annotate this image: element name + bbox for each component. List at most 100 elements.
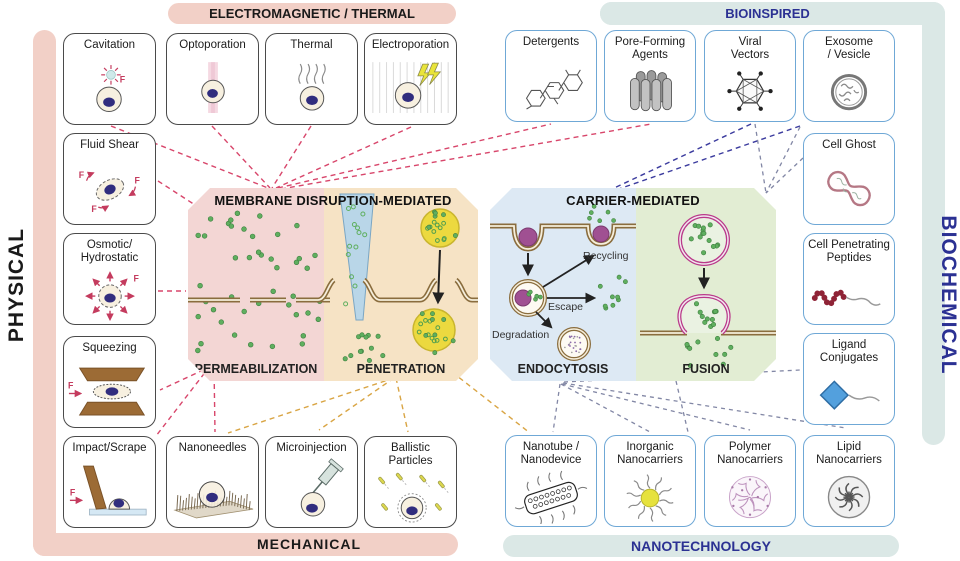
viral-vectors-label: Viral Vectors	[730, 36, 770, 61]
thermal-icon	[297, 63, 326, 111]
inorganic-icon	[626, 473, 674, 522]
penetration-label: PENETRATION	[356, 362, 446, 376]
recycling-annotation: Recycling	[583, 250, 629, 262]
method-box-squeezing: Squeezing F	[63, 336, 156, 428]
electroporation-icon	[371, 62, 449, 113]
bioinspired-label: BIOINSPIRED	[725, 6, 810, 21]
exosome-icon	[830, 73, 868, 110]
microinjection-label: Microinjection	[276, 442, 347, 454]
optoporation-label: Optoporation	[179, 39, 246, 51]
nanoparticle-cluster-top	[421, 209, 459, 247]
method-box-polymer: Polymer Nanocarriers	[704, 435, 796, 527]
svg-text:F: F	[78, 170, 84, 180]
method-box-ballistic: Ballistic Particles	[364, 436, 457, 528]
nanotube-icon	[514, 470, 588, 524]
nanotube-label: Nanotube / Nanodevice	[520, 441, 582, 466]
method-box-ligand: Ligand Conjugates	[803, 333, 895, 425]
impact-scrape-icon: F	[69, 465, 147, 516]
method-box-lipid: Lipid Nanocarriers	[803, 435, 895, 527]
ligand-icon	[819, 380, 880, 410]
optoporation-icon	[200, 62, 225, 113]
bioinspired-header: BIOINSPIRED	[600, 2, 935, 25]
method-box-viral-vectors: Viral Vectors	[704, 30, 796, 122]
method-box-nanotube: Nanotube / Nanodevice	[505, 435, 597, 527]
carrier-panel-art	[490, 188, 776, 381]
method-box-cavitation: Cavitation F	[63, 33, 156, 125]
method-box-nanoneedles: Nanoneedles	[166, 436, 259, 528]
cavitation-icon: F	[95, 64, 125, 112]
svg-text:F: F	[67, 380, 73, 390]
nanoneedles-label: Nanoneedles	[178, 442, 247, 454]
carrier-mediated-panel: CARRIER-MEDIATED Recycling Escape Degrad…	[490, 188, 776, 381]
polymer-icon	[728, 475, 772, 518]
cell-ghost-label: Cell Ghost	[822, 139, 876, 151]
method-box-electroporation: Electroporation	[364, 33, 457, 125]
biochemical-frame-vertical-bar	[922, 2, 945, 445]
method-box-exosome: Exosome / Vesicle	[803, 30, 895, 122]
nanotechnology-footer: NANOTECHNOLOGY	[503, 535, 899, 557]
impact-scrape-label: Impact/Scrape	[72, 442, 147, 454]
mechanical-label: MECHANICAL	[256, 536, 362, 552]
method-box-cell-ghost: Cell Ghost	[803, 133, 895, 225]
svg-text:F: F	[91, 204, 97, 214]
membrane-disruption-panel: MEMBRANE DISRUPTION-MEDIATED PERMEABILIZ…	[188, 188, 478, 381]
exosome-label: Exosome / Vesicle	[825, 36, 873, 61]
nanoneedles-icon	[172, 481, 253, 519]
membrane-panel-title: MEMBRANE DISRUPTION-MEDIATED	[214, 193, 452, 208]
method-box-impact-scrape: Impact/Scrape F	[63, 436, 156, 528]
endocytosis-label: ENDOCYTOSIS	[517, 362, 609, 376]
ballistic-particles-icon	[377, 472, 449, 511]
electromagnetic-thermal-label: ELECTROMAGNETIC / THERMAL	[209, 6, 415, 21]
svg-text:F: F	[119, 75, 125, 85]
svg-text:F: F	[134, 176, 140, 186]
membrane-panel-art	[188, 188, 478, 381]
fusion-label: FUSION	[682, 362, 730, 376]
squeezing-icon: F	[67, 367, 145, 416]
microinjection-icon	[300, 458, 344, 517]
nanotechnology-label: NANOTECHNOLOGY	[631, 538, 771, 554]
method-box-inorganic: Inorganic Nanocarriers	[604, 435, 696, 527]
lightning-bolt-icon	[416, 62, 441, 86]
physical-frame-vertical-bar	[33, 30, 56, 556]
mechanical-frame-bottom-bar	[33, 533, 458, 556]
cavitation-label: Cavitation	[83, 39, 136, 51]
thermal-label: Thermal	[290, 39, 333, 51]
detergents-icon	[525, 69, 583, 110]
cell-ghost-icon	[827, 170, 871, 207]
electroporation-label: Electroporation	[371, 39, 450, 51]
pore-forming-label: Pore-Forming Agents	[614, 36, 686, 61]
detergents-label: Detergents	[522, 36, 580, 48]
permeabilization-label: PERMEABILIZATION	[194, 362, 318, 376]
cpp-label: Cell Penetrating Peptides	[808, 239, 890, 264]
method-box-detergents: Detergents	[505, 30, 597, 122]
method-box-microinjection: Microinjection	[265, 436, 358, 528]
viral-vectors-icon	[727, 71, 773, 111]
cpp-icon	[811, 289, 881, 307]
lipid-icon	[827, 475, 871, 519]
inorganic-label: Inorganic Nanocarriers	[617, 441, 683, 466]
method-box-optoporation: Optoporation	[166, 33, 259, 125]
biochemical-label: BIOCHEMICAL	[937, 215, 960, 375]
method-box-thermal: Thermal	[265, 33, 358, 125]
degradation-annotation: Degradation	[492, 329, 550, 341]
osmotic-label: Osmotic/ Hydrostatic	[80, 239, 139, 264]
squeezing-label: Squeezing	[82, 342, 137, 354]
ligand-label: Ligand Conjugates	[819, 339, 879, 364]
polymer-label: Polymer Nanocarriers	[717, 441, 783, 466]
svg-text:F: F	[69, 487, 75, 497]
carrier-panel-title: CARRIER-MEDIATED	[566, 193, 700, 208]
physical-label: PHYSICAL	[5, 227, 28, 343]
microneedle-shape	[340, 194, 374, 320]
ballistic-label: Ballistic Particles	[388, 442, 433, 467]
method-box-pore-forming: Pore-Forming Agents	[604, 30, 696, 122]
pore-forming-icon	[630, 69, 672, 111]
carrier-particle-recycling	[593, 226, 609, 242]
svg-text:F: F	[133, 273, 139, 283]
fluid-shear-icon: F F F	[78, 170, 140, 214]
ballistic-icon	[377, 472, 449, 523]
method-box-osmotic: Osmotic/ Hydrostatic F	[63, 233, 156, 325]
method-box-cpp: Cell Penetrating Peptides	[803, 233, 895, 325]
method-box-fluid-shear: Fluid Shear F F F	[63, 133, 156, 225]
carrier-particle-entering	[519, 228, 537, 246]
